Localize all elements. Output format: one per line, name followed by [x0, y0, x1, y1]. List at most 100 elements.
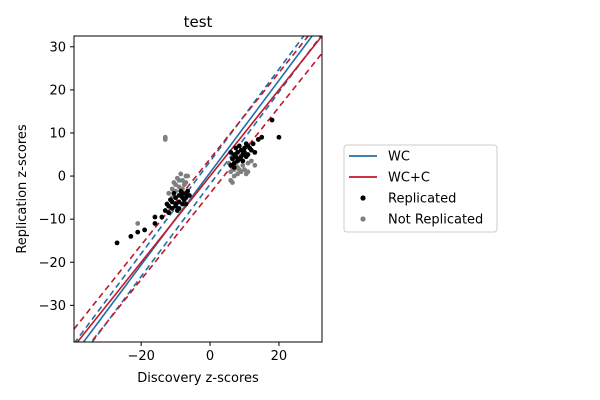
point-replicated [233, 145, 239, 151]
point-replicated [174, 208, 180, 213]
point-not-replicated [135, 221, 141, 226]
point-not-replicated [181, 182, 187, 188]
y-tick-label: 10 [49, 126, 66, 141]
point-not-replicated [245, 160, 251, 166]
legend: WC WC+C Replicated Not Replicated [343, 144, 498, 233]
point-replicated [173, 203, 179, 209]
point-replicated [242, 145, 247, 151]
point-replicated [176, 199, 182, 205]
point-replicated [178, 188, 184, 194]
point-not-replicated [180, 177, 185, 183]
x-axis: −20 0 20 [127, 342, 287, 364]
point-replicated [240, 158, 246, 164]
point-replicated [162, 208, 168, 213]
point-not-replicated [166, 190, 172, 196]
x-tick-label: −20 [127, 349, 154, 364]
fit-line-wc-dashed [91, 36, 322, 342]
point-replicated [228, 162, 234, 168]
y-tick-label: −10 [39, 213, 66, 228]
point-replicated [238, 147, 244, 153]
point-replicated [276, 134, 282, 140]
point-replicated [169, 205, 175, 211]
x-axis-label: Discovery z-scores [137, 371, 259, 386]
point-replicated [171, 190, 177, 196]
point-replicated [230, 156, 235, 162]
y-tick-label: 20 [49, 83, 66, 98]
point-replicated [235, 149, 241, 155]
point-replicated [128, 234, 134, 239]
fit-line-wc-c-solid [76, 36, 322, 342]
point-not-replicated [230, 180, 235, 185]
point-not-replicated [252, 162, 258, 168]
point-replicated [259, 134, 265, 140]
legend-marker-replicated [360, 195, 366, 201]
point-not-replicated [235, 171, 241, 177]
point-not-replicated [240, 162, 246, 168]
point-replicated [164, 201, 170, 207]
x-tick-label: 0 [206, 349, 214, 364]
scatter-points [114, 117, 282, 246]
point-replicated [159, 214, 165, 220]
point-replicated [231, 165, 237, 170]
point-not-replicated [171, 180, 177, 185]
plot-frame [73, 35, 323, 343]
point-replicated [242, 149, 247, 155]
point-replicated [252, 149, 258, 155]
point-replicated [152, 214, 158, 220]
point-not-replicated [243, 171, 249, 177]
point-replicated [135, 229, 141, 235]
point-replicated [183, 201, 189, 207]
point-not-replicated [174, 175, 180, 181]
fit-line-wc-c-dashed [74, 36, 310, 330]
point-replicated [166, 210, 172, 216]
point-not-replicated [169, 186, 175, 192]
point-not-replicated [178, 171, 184, 177]
fit-line-wc-solid [82, 36, 314, 342]
point-replicated [185, 188, 191, 194]
point-replicated [231, 160, 237, 166]
y-tick-label: 30 [49, 40, 66, 55]
point-not-replicated [231, 173, 237, 179]
y-tick-label: −20 [39, 256, 66, 271]
point-replicated [243, 141, 249, 147]
legend-marker-not-replicated [360, 216, 366, 222]
y-axis: −30 −20 −10 0 10 20 30 [39, 40, 74, 314]
point-not-replicated [162, 134, 168, 140]
point-replicated [228, 149, 234, 155]
point-replicated [247, 145, 253, 151]
point-not-replicated [185, 173, 191, 179]
point-replicated [269, 117, 275, 123]
legend-frame [343, 144, 498, 233]
point-not-replicated [228, 169, 234, 175]
point-replicated [186, 193, 192, 198]
point-not-replicated [248, 158, 254, 164]
point-not-replicated [238, 169, 244, 175]
fit-line-wc-c-dashed [90, 52, 322, 342]
point-replicated [152, 221, 158, 226]
legend-label-wc-c: WC+C [388, 171, 430, 186]
point-replicated [236, 143, 242, 149]
fit-line-wc-dashed [74, 36, 305, 342]
chart-title: test [184, 13, 213, 31]
legend-label-not-replicated: Not Replicated [388, 213, 483, 228]
point-replicated [255, 137, 261, 142]
plot-area [74, 36, 322, 342]
point-not-replicated [242, 167, 247, 173]
legend-label-replicated: Replicated [388, 192, 456, 207]
fit-lines [74, 36, 322, 342]
point-replicated [233, 154, 239, 160]
point-replicated [114, 240, 120, 246]
point-replicated [168, 197, 173, 203]
y-axis-label: Replication z-scores [15, 124, 30, 254]
legend-label-wc: WC [388, 150, 410, 165]
y-tick-label: 0 [58, 170, 66, 185]
point-replicated [183, 195, 189, 201]
point-replicated [142, 227, 148, 233]
x-tick-label: 20 [271, 349, 288, 364]
point-replicated [180, 201, 185, 207]
point-replicated [173, 195, 179, 201]
point-replicated [176, 193, 182, 198]
y-tick-label: −30 [39, 299, 66, 314]
point-replicated [245, 152, 251, 157]
